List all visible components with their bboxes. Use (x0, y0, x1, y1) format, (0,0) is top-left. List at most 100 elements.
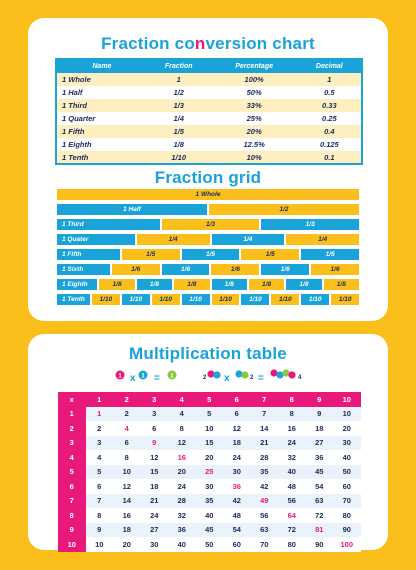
product-cell: 70 (250, 537, 278, 552)
grid-cell-fraction: 1/8 (286, 279, 322, 290)
svg-text:x: x (130, 373, 136, 384)
product-cell: 14 (113, 493, 141, 508)
decimal-cell: 0.125 (297, 138, 362, 151)
product-cell: 30 (223, 464, 251, 479)
grid-row: 1 Third 1/3 1/3 (57, 219, 360, 230)
product-cell: 6 (140, 421, 168, 436)
product-cell: 12 (113, 479, 141, 494)
name-cell: 1 Whole (56, 73, 147, 86)
grid-cell-fraction: 1/6 (311, 264, 359, 275)
row-header: 2 (58, 421, 86, 436)
multiplication-row: 5 5 10 15 20 25 30 35 40 45 50 (58, 464, 361, 479)
product-cell: 10 (113, 464, 141, 479)
fraction-cell: 1 (146, 73, 211, 86)
product-cell: 2 (85, 421, 113, 436)
multiplication-header-row: x 1 2 3 4 5 6 7 8 9 10 (58, 392, 361, 407)
product-cell: 8 (168, 421, 196, 436)
product-cell: 60 (223, 537, 251, 552)
name-cell: 1 Quarter (56, 112, 147, 125)
grid-cell-fraction: 1/5 (121, 249, 180, 260)
product-cell: 50 (333, 464, 361, 479)
product-cell: 54 (223, 522, 251, 537)
balloon-equations-illustration: 1 x 1 = 1 2 x 2 = 4 (115, 369, 302, 384)
fraction-cell: 1/4 (146, 112, 211, 125)
product-cell: 16 (278, 421, 306, 436)
row-header: 5 (58, 464, 86, 479)
product-cell: 50 (195, 537, 223, 552)
product-cell: 6 (85, 479, 113, 494)
name-cell: 1 Eighth (56, 138, 147, 151)
multiplication-row: 8 8 16 24 32 40 48 56 64 72 80 (58, 508, 361, 523)
conversion-row: 1 Fifth 1/5 20% 0.4 (56, 125, 362, 138)
percentage-cell: 25% (210, 112, 298, 125)
conversion-row: 1 Quarter 1/4 25% 0.25 (56, 112, 362, 125)
product-cell: 28 (168, 493, 196, 508)
product-cell: 15 (195, 435, 223, 450)
product-cell: 40 (278, 464, 306, 479)
conversion-row: 1 Whole 1 100% 1 (56, 73, 362, 86)
grid-cell-label: 1 Whole (57, 189, 359, 200)
balloon-equation-1: 1 x 1 = 1 (115, 370, 177, 384)
col-header-decimal: Decimal (297, 59, 362, 73)
product-cell: 56 (278, 493, 306, 508)
multiplication-row: 10 10 20 30 40 50 60 70 80 90 100 (58, 537, 361, 552)
grid-cell-fraction: 1/5 (301, 249, 359, 260)
product-cell: 9 (305, 406, 333, 421)
product-cell: 30 (140, 537, 168, 552)
product-cell: 5 (195, 406, 223, 421)
product-cell: 80 (333, 508, 361, 523)
grid-cell-fraction: 1/8 (99, 279, 135, 290)
product-cell: 100 (333, 537, 361, 552)
product-cell: 36 (168, 522, 196, 537)
multiplication-row: 2 2 4 6 8 10 12 14 16 18 20 (58, 421, 361, 436)
product-cell: 72 (305, 508, 333, 523)
grid-cell-fraction: 1/10 (271, 294, 300, 305)
product-cell: 64 (278, 508, 306, 523)
decimal-cell: 0.33 (297, 99, 362, 112)
product-cell: 24 (223, 450, 251, 465)
product-cell: 21 (140, 493, 168, 508)
name-cell: 1 Third (56, 99, 147, 112)
grid-cell-label: 1 Tenth (57, 294, 90, 305)
grid-cell-fraction: 1/4 (211, 234, 285, 245)
grid-cell-label: 1 Fifth (57, 249, 120, 260)
product-cell: 35 (250, 464, 278, 479)
product-cell: 7 (250, 406, 278, 421)
product-cell: 24 (278, 435, 306, 450)
grid-row: 1 Quater 1/4 1/4 1/4 (57, 234, 359, 245)
grid-row: 1 Fifth 1/5 1/5 1/5 1/5 (57, 249, 359, 260)
fraction-card: Fraction conversion chart Name Fraction … (28, 18, 388, 321)
row-header: 8 (58, 508, 86, 523)
multiplication-title: Multiplication table (129, 344, 287, 363)
product-cell: 28 (250, 450, 278, 465)
product-cell: 48 (223, 508, 251, 523)
svg-text:2: 2 (203, 375, 207, 381)
product-cell: 15 (140, 464, 168, 479)
product-cell: 4 (168, 406, 196, 421)
grid-cell-fraction: 1/4 (136, 234, 210, 245)
product-cell: 36 (223, 479, 251, 494)
product-cell: 8 (113, 450, 141, 465)
multiplication-table: x 1 2 3 4 5 6 7 8 9 10 1 1 2 3 4 5 6 7 8 9 10 2 2 4 6 8 10 12 14 16 18… (58, 392, 361, 552)
product-cell: 32 (168, 508, 196, 523)
percentage-cell: 20% (210, 125, 298, 138)
grid-cell-fraction: 1/8 (323, 279, 359, 290)
grid-cell-fraction: 1/8 (211, 279, 247, 290)
column-header: 2 (113, 392, 141, 407)
product-cell: 80 (278, 537, 306, 552)
product-cell: 27 (140, 522, 168, 537)
grid-cell-fraction: 1/6 (261, 264, 310, 275)
product-cell: 36 (305, 450, 333, 465)
product-cell: 5 (85, 464, 113, 479)
column-header: 7 (250, 392, 278, 407)
product-cell: 30 (333, 435, 361, 450)
product-cell: 20 (113, 537, 141, 552)
grid-cell-fraction: 1/5 (241, 249, 300, 260)
decimal-cell: 1 (297, 73, 362, 86)
product-cell: 45 (305, 464, 333, 479)
column-header: 10 (333, 392, 361, 407)
product-cell: 20 (168, 464, 196, 479)
grid-cell-fraction: 1/8 (136, 279, 173, 290)
grid-cell-fraction: 1/10 (181, 294, 210, 305)
conversion-row: 1 Tenth 1/10 10% 0.1 (56, 151, 362, 164)
